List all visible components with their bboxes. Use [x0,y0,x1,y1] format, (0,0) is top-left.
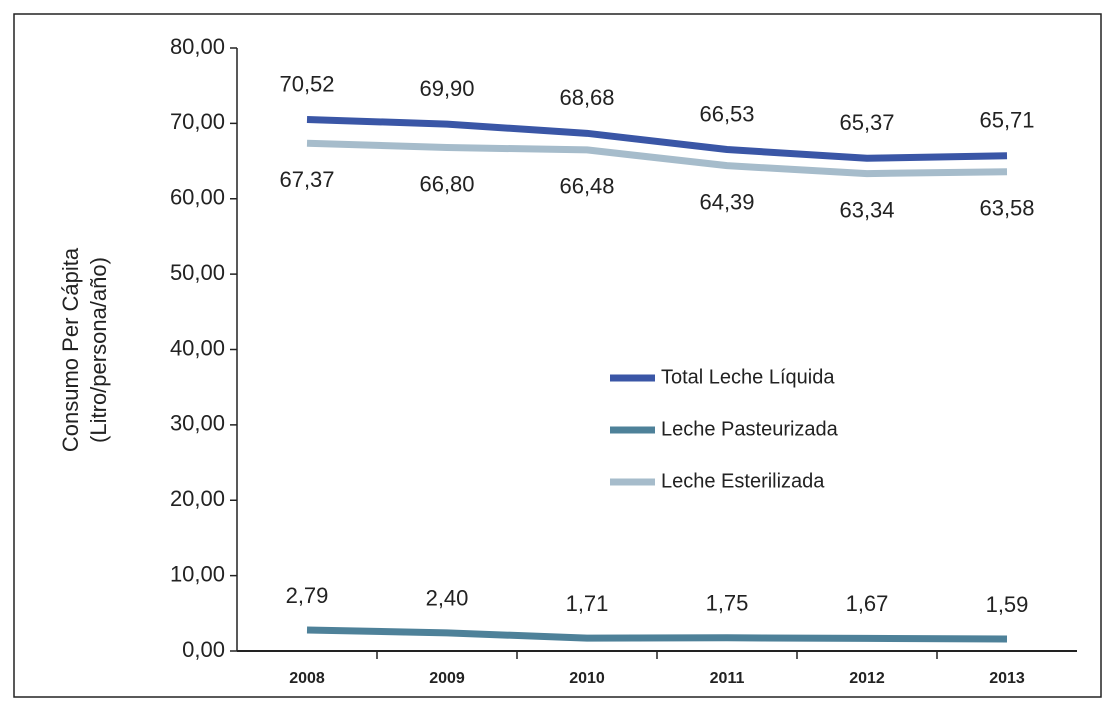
y-tick-label: 50,00 [170,260,225,285]
data-label: 65,37 [839,110,894,135]
x-tick-label: 2008 [289,670,325,687]
data-label: 66,48 [559,174,614,199]
legend-label: Leche Esterilizada [661,470,825,492]
data-label: 63,58 [979,196,1034,221]
y-axis-label: (Litro/persona/año) [86,257,111,443]
data-label: 66,53 [699,101,754,126]
data-label: 66,80 [419,171,474,196]
data-label: 2,40 [426,586,469,611]
data-label: 70,52 [279,71,334,96]
data-label: 1,75 [706,591,749,616]
data-label: 1,59 [986,592,1029,617]
y-tick-label: 40,00 [170,335,225,360]
y-axis-label: Consumo Per Cápita [58,247,83,452]
series-line [306,626,1008,643]
y-tick-label: 60,00 [170,185,225,210]
data-label: 1,67 [846,591,889,616]
data-label: 65,71 [979,108,1034,133]
legend-label: Leche Pasteurizada [661,418,839,440]
x-tick-label: 2010 [569,670,605,687]
chart-border [13,13,1102,698]
legend-label: Total Leche Líquida [661,366,835,388]
data-label: 1,71 [566,591,609,616]
x-tick-label: 2012 [849,670,885,687]
y-tick-label: 80,00 [170,34,225,59]
data-label: 63,34 [839,197,894,222]
y-tick-label: 70,00 [170,109,225,134]
y-tick-label: 0,00 [182,637,225,662]
series-line [306,115,1008,162]
y-tick-label: 30,00 [170,411,225,436]
series-line [306,139,1008,178]
x-tick-label: 2011 [710,670,745,687]
y-tick-label: 20,00 [170,486,225,511]
x-tick-label: 2013 [989,670,1025,687]
y-tick-label: 10,00 [170,561,225,586]
data-label: 68,68 [559,85,614,110]
data-label: 64,39 [699,189,754,214]
x-tick-label: 2009 [429,670,465,687]
data-label: 67,37 [279,167,334,192]
data-label: 2,79 [286,583,329,608]
data-label: 69,90 [419,76,474,101]
